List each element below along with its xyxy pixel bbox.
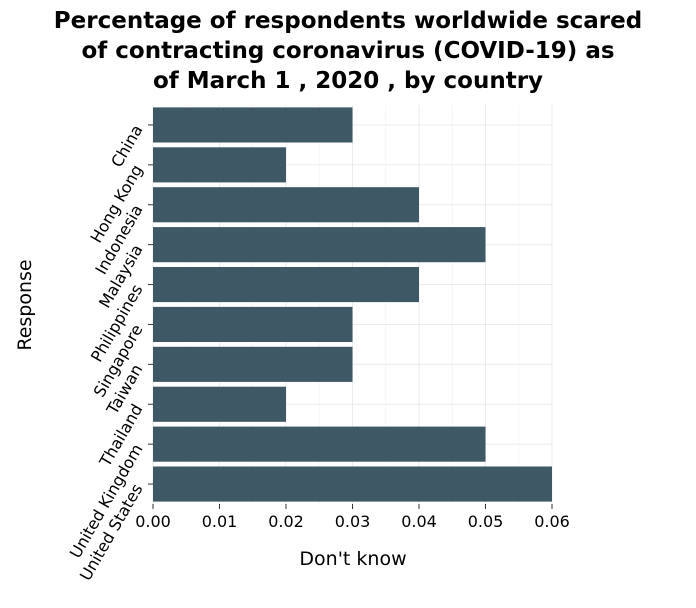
x-axis: 0.00 0.01 0.02 0.03 0.04 0.05 0.06 [135, 504, 570, 531]
chart-title-line-3: of March 1 , 2020 , by country [152, 68, 544, 94]
bar-malaysia [153, 227, 486, 263]
chart-title-line-1: Percentage of respondents worldwide scar… [53, 8, 643, 34]
x-tick-label: 0.03 [335, 512, 371, 531]
bars [153, 107, 552, 502]
x-tick-label: 0.01 [202, 512, 238, 531]
x-tick-label: 0.00 [135, 512, 171, 531]
y-tick-label: China [107, 121, 146, 170]
bar-indonesia [153, 187, 419, 223]
x-tick-label: 0.02 [268, 512, 304, 531]
bar-philippines [153, 266, 419, 303]
x-tick-label: 0.06 [534, 512, 570, 531]
bar-united-states [153, 466, 552, 502]
bar-taiwan [153, 346, 353, 382]
chart-title-line-2: of contracting coronavirus (COVID-19) as [81, 38, 615, 64]
x-tick-label: 0.04 [401, 512, 437, 531]
chart-title: Percentage of respondents worldwide scar… [0, 6, 696, 96]
x-axis-title: Don't know [299, 548, 406, 570]
bar-united-kingdom [153, 426, 486, 462]
x-tick-label: 0.05 [468, 512, 504, 531]
bar-singapore [153, 306, 353, 343]
bar-thailand [153, 386, 286, 422]
bar-hong-kong [153, 147, 286, 183]
bar-china [153, 107, 353, 143]
y-axis-title: Response [14, 259, 36, 350]
